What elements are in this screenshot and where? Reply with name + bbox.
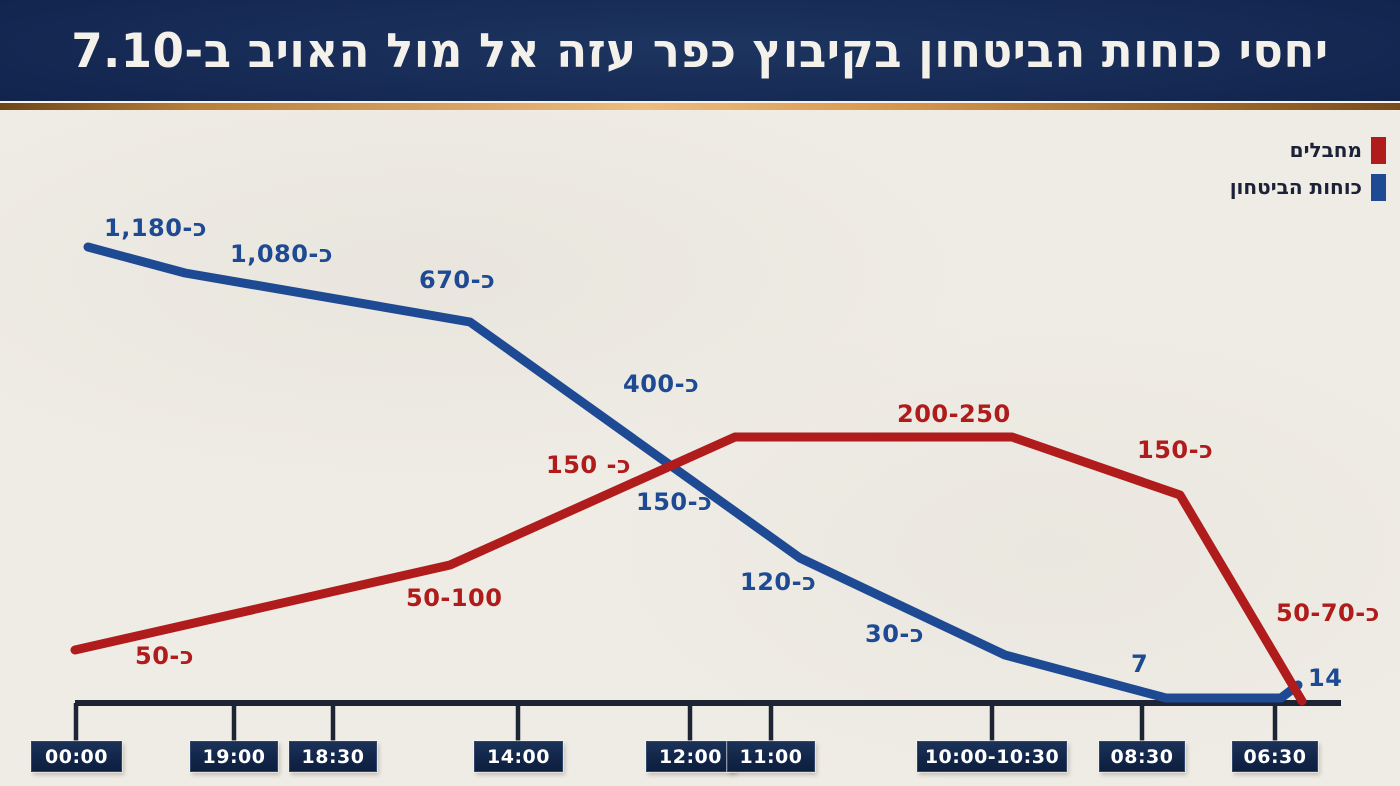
legend-label: מחבלים — [1289, 138, 1362, 162]
security-point-label: כ-30 — [865, 620, 924, 648]
legend-label: כוחות הביטחון — [1229, 175, 1362, 199]
page-title: יחסי כוחות הביטחון בקיבוץ כפר עזה אל מול… — [71, 22, 1329, 79]
x-axis-label: 18:30 — [289, 741, 377, 772]
legend-item-terrorists: מחבלים — [1230, 136, 1386, 164]
x-axis-label: 19:00 — [190, 741, 278, 772]
x-axis-ticks — [73, 703, 1278, 744]
security-point-label: כ-150 — [636, 488, 713, 516]
x-axis-label: 06:30 — [1232, 741, 1318, 772]
gold-divider — [0, 101, 1400, 110]
security-point-label: כ-670 — [419, 266, 496, 294]
blue-swatch-icon — [1371, 173, 1386, 201]
x-axis-label: 00:00 — [31, 741, 122, 772]
x-axis-label: 14:00 — [474, 741, 563, 772]
security-point-label: כ-400 — [623, 370, 700, 398]
terrorists-point-label: כ-50-70 — [1276, 599, 1380, 627]
x-axis-label: 10:00-10:30 — [917, 741, 1067, 772]
security-point-label: כ-1,080 — [230, 240, 333, 268]
security-forces-line — [83, 242, 1303, 703]
terrorists-point-label: 200-250 — [897, 400, 1011, 428]
security-point-label: כ-120 — [740, 568, 817, 596]
terrorists-line — [70, 432, 1307, 706]
red-swatch-icon — [1371, 136, 1386, 164]
security-point-label: 7 — [1131, 650, 1149, 678]
terrorists-point-label: כ- 150 — [546, 451, 632, 479]
x-axis-label: 11:00 — [727, 741, 815, 772]
header-bar: יחסי כוחות הביטחון בקיבוץ כפר עזה אל מול… — [0, 0, 1400, 101]
legend-item-security-forces: כוחות הביטחון — [1230, 173, 1386, 201]
x-axis-label: 12:00 — [646, 741, 735, 772]
terrorists-point-label: 50-100 — [406, 584, 503, 612]
security-point-label: כ-1,180 — [104, 214, 207, 242]
terrorists-point-label: כ-50 — [135, 642, 194, 670]
terrorists-point-label: כ-150 — [1137, 436, 1214, 464]
security-point-label: 14 — [1308, 664, 1343, 692]
x-axis-label: 08:30 — [1099, 741, 1185, 772]
legend: מחבלים כוחות הביטחון — [1230, 136, 1386, 201]
